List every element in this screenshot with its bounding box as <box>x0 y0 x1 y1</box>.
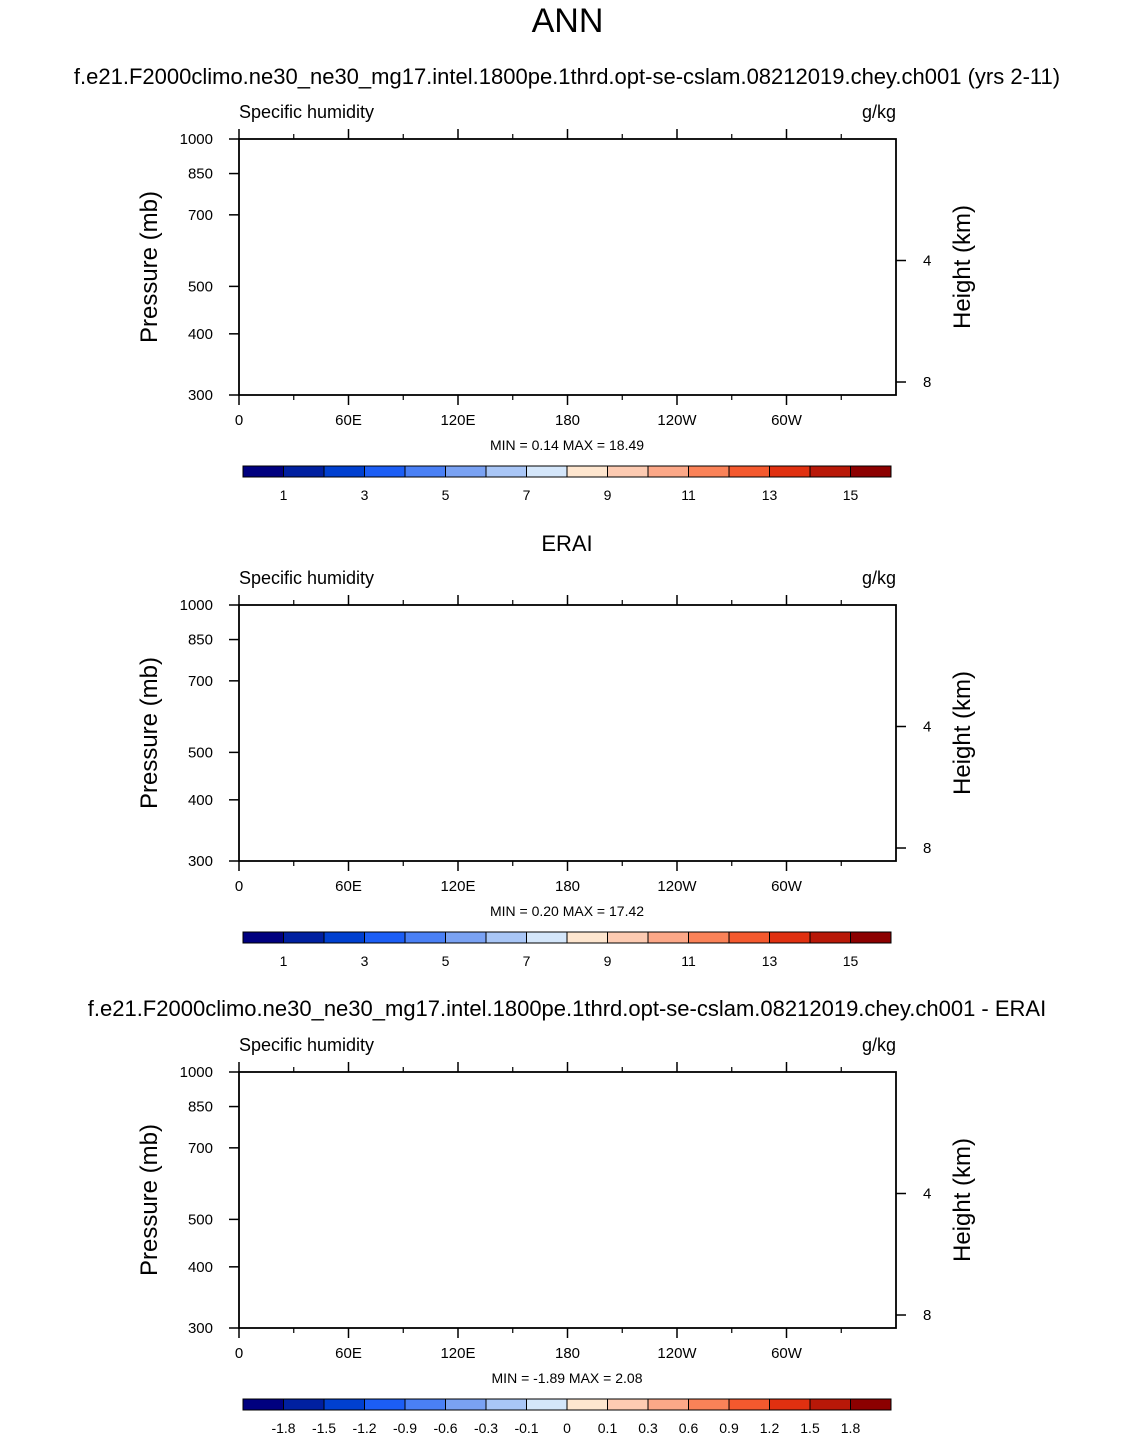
chart-panel-1: 0 60E 120E 180 120W 60W300400500700850100084P… <box>74 64 1060 503</box>
figure-title: ANN <box>0 2 1135 41</box>
